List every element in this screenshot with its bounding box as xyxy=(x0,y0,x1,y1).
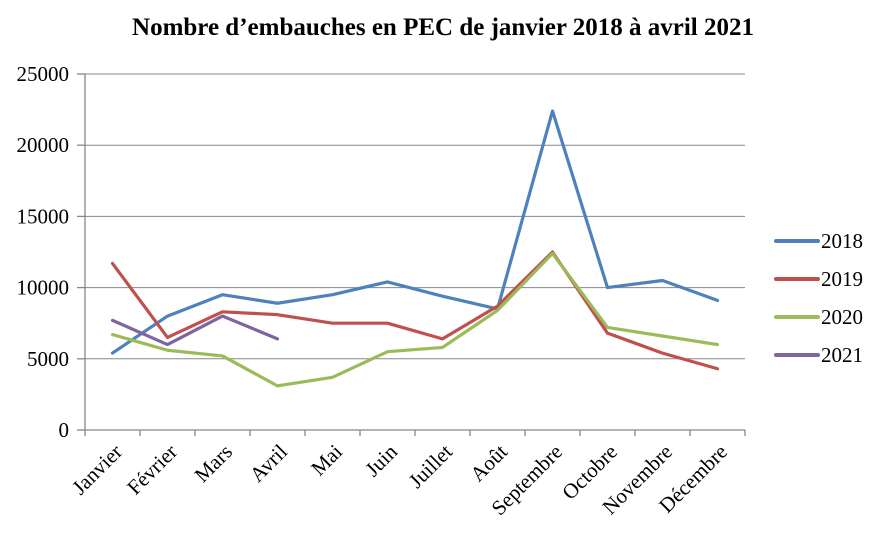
y-axis-label: 5000 xyxy=(27,347,69,371)
legend-line-swatch-2020 xyxy=(774,315,820,319)
legend-label-2018: 2018 xyxy=(821,228,863,253)
series-line-2018 xyxy=(110,109,720,355)
legend-line-swatch-2019 xyxy=(774,277,820,281)
y-axis-label: 0 xyxy=(59,418,70,442)
y-axis-label: 10000 xyxy=(17,276,70,300)
legend-line-swatch-2018 xyxy=(774,239,820,243)
series-line-2021 xyxy=(110,314,280,347)
x-axis-label-janvier: Janvier xyxy=(67,440,127,500)
x-axis-label-juin: Juin xyxy=(360,439,402,481)
series-line-2020 xyxy=(110,251,720,388)
x-axis-label-août: Août xyxy=(465,439,512,486)
series-line-2019 xyxy=(110,250,720,371)
legend-label-2019: 2019 xyxy=(821,266,863,291)
x-axis-label-juillet: Juillet xyxy=(404,439,457,492)
legend-item-2020: 2020 xyxy=(774,298,884,336)
x-axis-label-avril: Avril xyxy=(245,439,292,486)
x-axis-label-février: Février xyxy=(122,440,182,500)
legend-item-2021: 2021 xyxy=(774,336,884,374)
x-axis-label-mars: Mars xyxy=(190,440,237,487)
chart-title: Nombre d’embauches en PEC de janvier 201… xyxy=(132,14,754,41)
y-axis-label: 20000 xyxy=(17,133,70,157)
legend-label-2021: 2021 xyxy=(821,342,863,367)
legend-line-swatch-2021 xyxy=(774,353,820,357)
y-axis-label: 25000 xyxy=(17,62,70,86)
chart-legend: 2018 2019 2020 2021 xyxy=(774,222,884,374)
y-axis-label: 15000 xyxy=(17,204,70,228)
legend-label-2020: 2020 xyxy=(821,304,863,329)
x-axis-label-mai: Mai xyxy=(306,439,347,480)
legend-item-2018: 2018 xyxy=(774,222,884,260)
legend-item-2019: 2019 xyxy=(774,260,884,298)
